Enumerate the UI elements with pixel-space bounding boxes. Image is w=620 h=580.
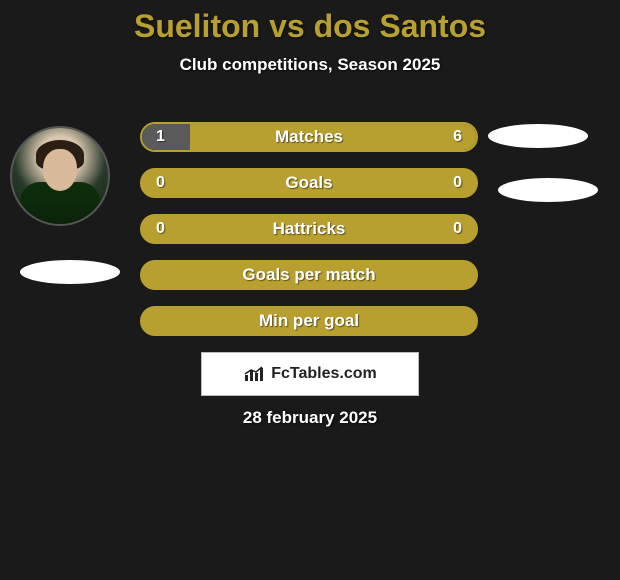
bar-label: Goals [142, 170, 476, 196]
stat-bar: 00Hattricks [140, 214, 478, 244]
ellipse-badge [20, 260, 120, 284]
avatar-head [43, 149, 77, 191]
player-avatar [10, 126, 110, 226]
ellipse-badge [488, 124, 588, 148]
page-title: Sueliton vs dos Santos [0, 0, 620, 45]
stat-bar: 16Matches [140, 122, 478, 152]
title-vs: vs [260, 8, 313, 44]
ellipse-badge [498, 178, 598, 202]
bar-label: Goals per match [142, 262, 476, 288]
bar-label: Min per goal [142, 308, 476, 334]
comparison-bars: 16Matches 00Goals 00Hattricks Goals per mat… [140, 122, 478, 352]
date-line: 28 february 2025 [0, 408, 620, 428]
bar-label: Hattricks [142, 216, 476, 242]
stat-bar: 00Goals [140, 168, 478, 198]
watermark-badge: FcTables.com [201, 352, 419, 396]
chart-icon [243, 365, 265, 383]
title-player-right: dos Santos [314, 8, 486, 44]
title-player-left: Sueliton [134, 8, 260, 44]
subtitle: Club competitions, Season 2025 [0, 55, 620, 75]
stat-bar: Min per goal [140, 306, 478, 336]
bar-label: Matches [142, 124, 476, 150]
watermark-text: FcTables.com [271, 365, 377, 383]
stat-bar: Goals per match [140, 260, 478, 290]
